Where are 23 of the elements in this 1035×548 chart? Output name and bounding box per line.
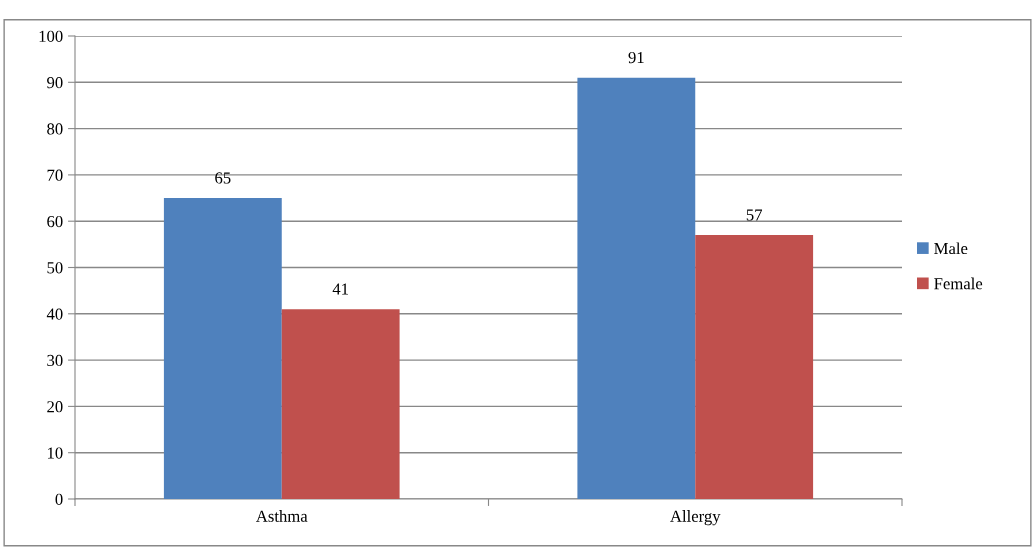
y-tick-label: 60 [47, 215, 63, 228]
data-label: 91 [628, 51, 644, 64]
y-tick-label: 90 [47, 77, 63, 89]
y-tick-label: 0 [55, 493, 63, 505]
y-tick-label: 20 [47, 401, 63, 413]
data-label: 65 [215, 172, 231, 184]
bar [281, 309, 400, 499]
y-tick-label: 10 [47, 447, 63, 459]
legend-label: Female [934, 277, 983, 290]
bar [695, 235, 814, 499]
y-tick-label: 40 [46, 308, 63, 320]
bar [163, 198, 282, 499]
bar [577, 77, 696, 499]
data-label: 57 [746, 209, 763, 221]
y-tick-label: 30 [47, 354, 63, 367]
y-tick-label: 50 [47, 262, 63, 274]
y-tick-label: 80 [47, 123, 63, 135]
y-tick-label: 70 [47, 169, 63, 181]
data-label: 41 [332, 283, 349, 295]
legend-label: Male [934, 242, 968, 255]
y-tick-label: 100 [39, 30, 63, 42]
x-tick-label: Asthma [255, 510, 308, 522]
x-tick-label: Allergy [670, 510, 721, 526]
